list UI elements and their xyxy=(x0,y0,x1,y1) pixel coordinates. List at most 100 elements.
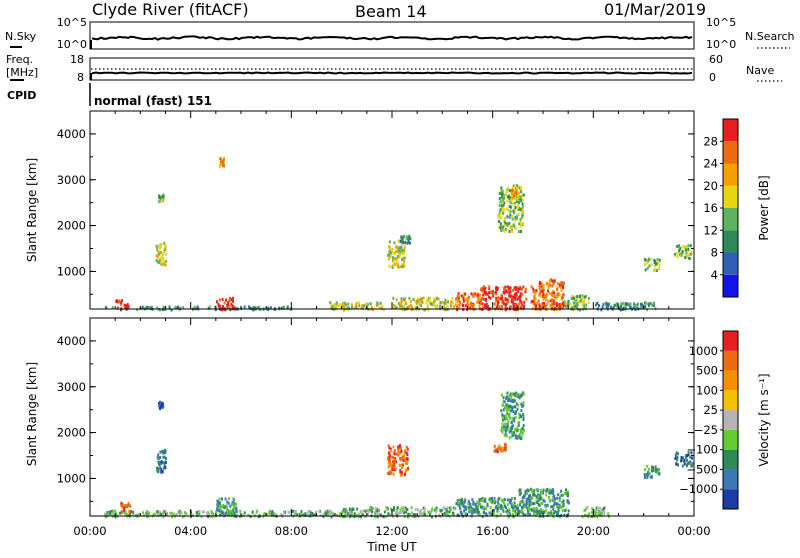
echo-cell xyxy=(531,495,534,499)
echo-cell xyxy=(387,444,390,448)
echo-cell xyxy=(655,262,658,266)
echo-cell xyxy=(401,466,404,470)
echo-cell xyxy=(163,242,166,245)
echo-cell xyxy=(216,506,219,510)
echo-cell xyxy=(115,299,118,303)
echo-cell xyxy=(523,503,525,507)
echo-cell xyxy=(556,293,559,296)
echo-cell xyxy=(362,513,365,517)
echo-cell xyxy=(222,157,225,161)
echo-cell xyxy=(376,513,379,517)
echo-cell xyxy=(515,217,518,221)
echo-cell xyxy=(501,415,504,419)
echo-cell xyxy=(501,425,504,429)
echo-cell xyxy=(643,468,646,472)
echo-cell xyxy=(542,304,545,308)
echo-cell xyxy=(496,303,499,307)
echo-cell xyxy=(228,509,231,513)
echo-cell xyxy=(222,503,225,507)
echo-cell xyxy=(514,308,517,312)
echo-cell xyxy=(468,510,471,514)
echo-cell xyxy=(500,294,503,298)
echo-cell xyxy=(447,300,449,304)
echo-cell xyxy=(533,509,535,513)
echo-cell xyxy=(357,301,360,305)
echo-cell xyxy=(406,457,409,461)
echo-cell xyxy=(652,466,655,470)
echo-cell xyxy=(397,301,400,305)
echo-cell xyxy=(527,506,530,510)
echo-cell xyxy=(217,302,220,306)
echo-cell xyxy=(534,302,536,306)
echo-cell xyxy=(404,449,407,452)
echo-cell xyxy=(531,489,534,493)
echo-cell xyxy=(509,201,512,205)
echo-cell xyxy=(232,497,235,501)
echo-cell xyxy=(392,472,395,476)
freq-trace xyxy=(91,71,693,75)
echo-cell xyxy=(257,515,260,519)
echo-cell xyxy=(502,203,505,207)
echo-cell xyxy=(376,301,379,305)
echo-cell xyxy=(446,304,449,308)
echo-cell xyxy=(513,431,516,435)
echo-cell xyxy=(556,496,559,500)
echo-cell xyxy=(555,304,558,308)
echo-cell xyxy=(486,305,489,308)
echo-cell xyxy=(214,308,217,312)
echo-cell xyxy=(514,206,517,210)
echo-cell xyxy=(400,246,403,250)
echo-cell xyxy=(585,507,587,511)
echo-cell xyxy=(509,226,512,229)
echo-cell xyxy=(423,510,426,514)
colorbar-segment xyxy=(723,274,738,297)
echo-cell xyxy=(164,263,167,267)
echo-cell xyxy=(601,305,604,309)
echo-cell xyxy=(399,444,401,448)
echo-cell xyxy=(527,511,530,515)
echo-cell xyxy=(426,298,429,302)
echo-cell xyxy=(542,297,545,301)
echo-cell xyxy=(344,303,347,307)
echo-cell xyxy=(579,299,582,303)
echo-cell xyxy=(397,453,400,457)
echo-cell xyxy=(503,302,506,306)
echo-cell xyxy=(522,415,525,419)
echo-cell xyxy=(483,290,486,293)
echo-cell xyxy=(519,293,522,297)
echo-cell xyxy=(517,230,520,233)
echo-cell xyxy=(596,507,599,511)
echo-cell xyxy=(563,492,566,496)
echo-cell xyxy=(310,511,313,515)
echo-cell xyxy=(405,468,408,472)
echo-cell xyxy=(557,506,560,510)
echo-cell xyxy=(643,263,646,267)
echo-cell xyxy=(539,496,542,500)
echo-cell xyxy=(645,472,648,476)
echo-cell xyxy=(542,498,545,502)
echo-cell xyxy=(281,513,284,517)
echo-cell xyxy=(518,222,521,226)
echo-cell xyxy=(507,419,510,423)
echo-cell xyxy=(455,296,458,300)
echo-cell xyxy=(506,298,509,302)
echo-cell xyxy=(378,302,380,306)
echo-cell xyxy=(485,507,488,511)
colorbar-tick-label: 20 xyxy=(703,179,718,193)
echo-cell xyxy=(396,506,399,510)
echo-cell xyxy=(514,208,516,212)
echo-cell xyxy=(366,512,369,516)
echo-cell xyxy=(504,504,506,508)
echo-cell xyxy=(541,287,544,291)
echo-cell xyxy=(499,200,502,204)
echo-cell xyxy=(387,253,389,257)
echo-cell xyxy=(129,504,132,508)
echo-cell xyxy=(414,513,417,517)
echo-cell xyxy=(424,512,427,516)
echo-cell xyxy=(470,510,473,514)
echo-cell xyxy=(563,301,566,305)
echo-cell xyxy=(512,209,515,213)
echo-cell xyxy=(528,496,531,500)
echo-cell xyxy=(136,308,139,312)
echo-cell xyxy=(338,303,341,307)
